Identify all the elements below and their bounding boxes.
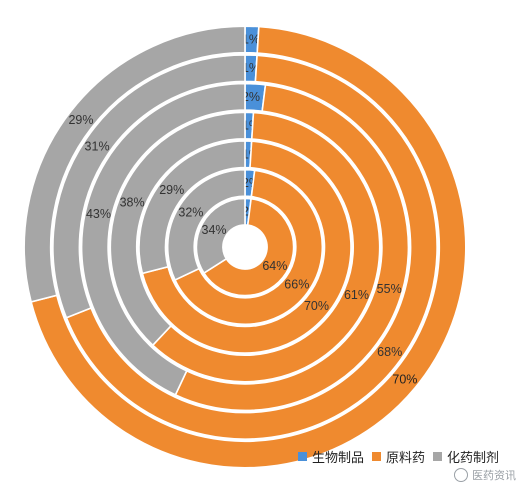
ring-1-segment-3: [195, 197, 246, 275]
ring-6-label-2: 68%: [377, 345, 402, 359]
ring-1-label-3: 34%: [202, 223, 227, 237]
ring-5-segment-2: [174, 83, 410, 412]
ring-1-label-2: 64%: [262, 259, 287, 273]
legend-swatch-api: [372, 452, 382, 461]
ring-3-segment-3: [138, 140, 246, 275]
legend-swatch-formulation: [433, 452, 443, 461]
ring-3-segment-2: [141, 140, 352, 354]
ring-7-segment-3: [23, 25, 246, 303]
watermark: 医药资讯: [454, 467, 516, 483]
ring-2-segment-3: [166, 168, 246, 281]
ring-7-segment-2: [30, 25, 467, 469]
ring-6-segment-2: [65, 54, 438, 440]
ring-3-label-2: 70%: [304, 299, 329, 313]
ring-3-label-3: 29%: [159, 183, 184, 197]
ring-2-label-3: 32%: [178, 206, 203, 220]
legend-label-biologics: 生物制品: [312, 450, 365, 465]
ring-2-segment-2: [173, 169, 324, 326]
ring-7-label-3: 29%: [68, 113, 93, 127]
ring-1-segment-2: [202, 197, 295, 297]
ring-6-segment-3: [52, 54, 246, 319]
ring-4-label-2: 61%: [344, 288, 369, 302]
legend-item-api: 原料药: [372, 447, 425, 466]
watermark-text: 医药资讯: [472, 470, 516, 482]
legend-label-api: 原料药: [386, 450, 426, 465]
ring-2-label-2: 66%: [284, 278, 309, 292]
legend: 生物制品 原料药 化药制剂: [298, 447, 499, 466]
ring-7-label-2: 70%: [392, 372, 417, 386]
ring-4-label-3: 38%: [120, 195, 145, 209]
legend-swatch-biologics: [298, 452, 307, 461]
ring-5-label-2: 55%: [377, 282, 402, 296]
wechat-icon: [454, 468, 468, 482]
legend-item-biologics: 生物制品: [298, 447, 364, 466]
ring-7-label-1: 1%: [242, 33, 260, 47]
ring-6-label-3: 31%: [85, 139, 110, 153]
ring-4-segment-3: [109, 111, 246, 347]
ring-4-segment-2: [151, 111, 381, 383]
ring-5-label-1: 2%: [242, 90, 260, 104]
ring-5-label-3: 43%: [86, 207, 111, 221]
legend-label-formulation: 化药制剂: [447, 450, 500, 465]
legend-item-formulation: 化药制剂: [433, 447, 499, 466]
ring-5-segment-3: [80, 82, 246, 396]
